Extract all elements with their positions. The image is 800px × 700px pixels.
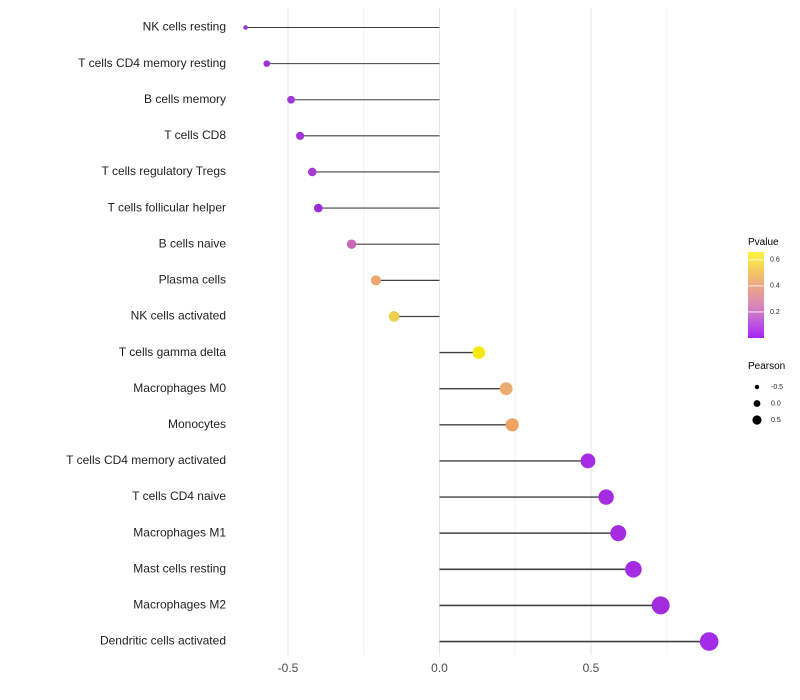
y-axis-label: Monocytes [168, 417, 226, 431]
pvalue-tick-label: 0.2 [770, 309, 780, 316]
pvalue-tick-label: 0.6 [770, 257, 780, 264]
y-axis-label: T cells CD4 memory activated [66, 453, 226, 467]
lollipop-dot [314, 203, 323, 213]
lollipop-dot [243, 25, 248, 30]
y-axis-label: T cells CD4 memory resting [78, 56, 226, 70]
y-axis-label: NK cells resting [143, 20, 226, 34]
y-axis-label: Dendritic cells activated [100, 634, 226, 648]
lollipop-dot [610, 525, 627, 542]
lollipop-dot [580, 453, 596, 469]
lollipop-dot [307, 167, 317, 177]
y-axis-label: Macrophages M2 [133, 598, 226, 612]
lollipop-dot [370, 275, 381, 286]
lollipop-dot [388, 311, 400, 322]
pvalue-legend-title: Pvalue [748, 237, 779, 248]
lollipop-dot [346, 239, 357, 249]
y-axis-label: T cells follicular helper [108, 200, 227, 214]
y-axis-label: B cells memory [144, 92, 226, 106]
y-axis-label: Plasma cells [159, 273, 226, 287]
x-axis-tick-label: 0.5 [583, 661, 600, 675]
lollipop-dot [699, 632, 719, 651]
x-axis-tick-label: -0.5 [278, 661, 299, 675]
y-axis-label: T cells CD4 naive [132, 489, 226, 503]
y-axis-label: Macrophages M1 [133, 525, 226, 539]
pvalue-colorbar [748, 252, 764, 338]
x-axis-tick-label: 0.0 [431, 661, 448, 675]
lollipop-dot [263, 60, 271, 67]
y-axis-label: T cells regulatory Tregs [102, 164, 227, 178]
lollipop-dot [499, 382, 513, 396]
lollipop-dot [625, 561, 642, 578]
lollipop-dot [598, 489, 614, 505]
y-axis-label: T cells gamma delta [119, 345, 226, 359]
y-axis-label: T cells CD8 [164, 128, 226, 142]
pearson-legend-dot [752, 415, 762, 425]
lollipop-dot [651, 596, 670, 615]
lollipop-dot [472, 346, 486, 359]
y-axis-label: B cells naive [159, 236, 227, 250]
y-axis-label: Mast cells resting [133, 561, 226, 575]
pvalue-tick-label: 0.4 [770, 283, 780, 290]
pearson-legend-dot [753, 400, 761, 407]
lollipop-dot [505, 418, 519, 432]
y-axis-label: Macrophages M0 [133, 381, 226, 395]
pearson-legend-label: 0.0 [771, 400, 781, 407]
pearson-legend-title: Pearson [748, 361, 785, 372]
lollipop-dot [287, 95, 295, 104]
lollipop-dot [296, 131, 305, 140]
pearson-legend-dot [754, 384, 760, 390]
pearson-legend-label: 0.5 [771, 417, 781, 424]
y-axis-label: NK cells activated [131, 309, 226, 323]
pearson-legend-label: -0.5 [771, 384, 783, 391]
